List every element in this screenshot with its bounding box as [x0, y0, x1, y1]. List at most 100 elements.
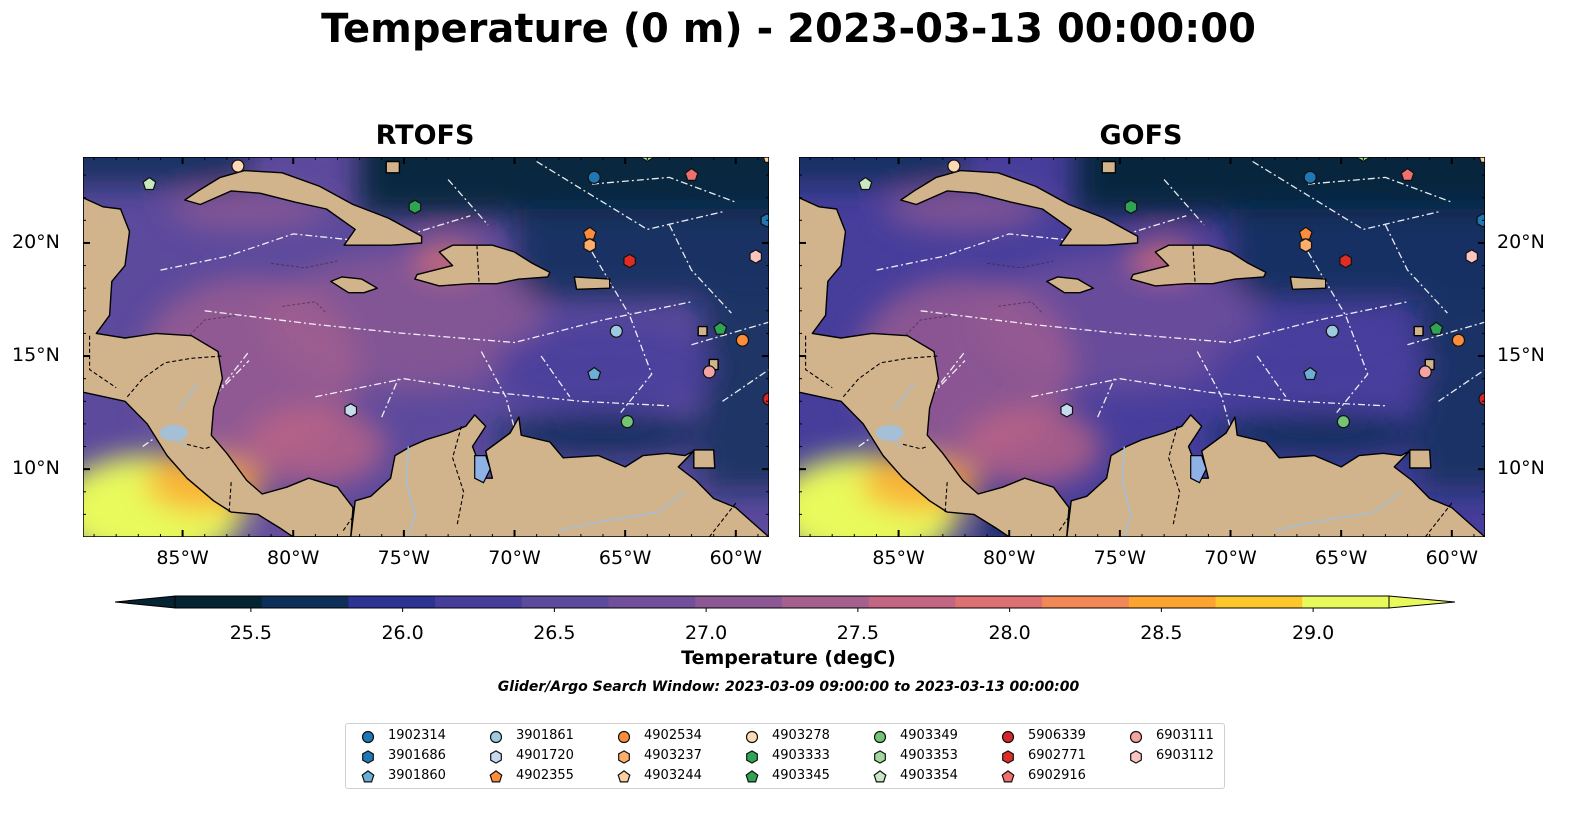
float-marker-4901720	[344, 403, 358, 418]
panel-title-rtofs: RTOFS	[375, 120, 475, 151]
float-marker-4902534	[735, 333, 750, 347]
colorbar-bin	[1042, 596, 1130, 608]
legend-marker-4902355	[489, 770, 503, 783]
float-marker-6902916	[1400, 167, 1415, 181]
float-marker-1902314	[587, 170, 601, 184]
float-marker-6903111	[1418, 365, 1432, 379]
float-marker-4903349	[620, 415, 634, 429]
colorbar-bin	[1128, 596, 1217, 608]
legend-marker-5906339	[1001, 730, 1015, 744]
lon-tick-label: 75°W	[1093, 547, 1147, 569]
colorbar-bin	[608, 596, 696, 608]
float-marker-5906339	[762, 392, 769, 406]
float-marker-4903333	[1124, 199, 1138, 215]
legend-label: 6903112	[1156, 748, 1214, 763]
colorbar-bin	[261, 596, 349, 608]
float-marker-4903345	[713, 321, 728, 335]
legend-marker-4903237	[618, 750, 630, 764]
legend-label: 4903349	[900, 728, 958, 743]
float-marker-4903354	[142, 176, 157, 191]
lat-tick-label: 20°N	[12, 230, 60, 253]
legend-marker-4903345	[745, 770, 759, 783]
colorbar-bin	[348, 596, 436, 608]
legend-marker-4901720	[490, 750, 502, 764]
legend-marker-6903111	[1129, 730, 1143, 744]
colorbar-bin	[1215, 596, 1303, 608]
float-marker-3901860	[587, 366, 602, 381]
lon-tick-label: 85°W	[156, 547, 209, 569]
lat-tick-label: 15°N	[1497, 344, 1545, 367]
float-marker-5906339	[1478, 392, 1485, 406]
colorbar-label: Temperature (degC)	[681, 647, 896, 669]
colorbar-tick-label: 26.5	[533, 622, 575, 644]
legend-label: 3901861	[516, 728, 574, 743]
float-legend: 1902314 3901686 3901860 3901861 4901720 49023…	[345, 723, 1225, 789]
legend-label: 4903244	[644, 768, 702, 783]
legend-label: 5906339	[1028, 728, 1086, 743]
float-marker-4902534	[1451, 333, 1466, 347]
legend-marker-4903354	[873, 770, 887, 783]
colorbar-bin	[955, 596, 1043, 608]
float-marker-4903278	[947, 159, 961, 173]
legend-label: 4903333	[772, 748, 830, 763]
colorbar-tick-label: 28.0	[988, 622, 1030, 644]
colorbar-tick-label: 27.0	[685, 622, 727, 644]
legend-marker-1902314	[361, 730, 375, 744]
legend-marker-4903278	[745, 730, 759, 744]
legend-marker-4903333	[746, 750, 758, 764]
map-panel-rtofs	[83, 157, 769, 537]
colorbar-bin	[1302, 596, 1390, 608]
panel-title-gofs: GOFS	[1099, 120, 1183, 151]
lon-tick-label: 60°W	[1425, 547, 1479, 569]
legend-label: 4903278	[772, 728, 830, 743]
colorbar-extend-high	[1388, 595, 1455, 609]
colorbar-tick-label: 25.5	[230, 622, 272, 644]
colorbar-bin	[521, 596, 610, 608]
search-window-note: Glider/Argo Search Window: 2023-03-09 09…	[497, 679, 1080, 695]
colorbar-bin	[175, 596, 263, 608]
colorbar-bin	[695, 596, 783, 608]
legend-label: 4902355	[516, 768, 574, 783]
float-marker-6902771	[623, 253, 636, 269]
float-marker-4901720	[1060, 403, 1074, 418]
colorbar-bin	[782, 596, 870, 608]
legend-label: 3901686	[388, 748, 446, 763]
lat-tick-label: 10°N	[1497, 457, 1545, 480]
legend-label: 4903354	[900, 768, 958, 783]
legend-marker-6902916	[1001, 770, 1015, 783]
colorbar-tick-label: 28.5	[1140, 622, 1182, 644]
lat-tick-label: 10°N	[12, 457, 60, 480]
float-marker-6903112	[1465, 249, 1478, 264]
float-marker-6903111	[702, 365, 716, 379]
float-marker-4903244	[762, 157, 769, 163]
lon-tick-label: 65°W	[598, 547, 652, 569]
legend-label: 1902314	[388, 728, 446, 743]
lon-tick-label: 80°W	[266, 547, 320, 569]
colorbar-tick-label: 29.0	[1292, 622, 1334, 644]
float-marker-4903349	[1336, 415, 1350, 429]
float-marker-4903354	[858, 176, 873, 191]
float-marker-3901686	[760, 213, 769, 228]
legend-marker-4903353	[874, 750, 886, 764]
legend-marker-6903112	[1130, 750, 1142, 764]
float-marker-4903345	[1429, 321, 1444, 335]
legend-label: 6902916	[1028, 768, 1086, 783]
lon-tick-label: 80°W	[982, 547, 1036, 569]
float-marker-6903112	[749, 249, 762, 264]
legend-label: 6903111	[1156, 728, 1214, 743]
legend-label: 3901860	[388, 768, 446, 783]
float-marker-4903278	[231, 159, 245, 173]
colorbar-bin	[435, 596, 523, 608]
float-marker-3901686	[1476, 213, 1485, 228]
float-marker-6902916	[684, 167, 699, 181]
legend-marker-4902534	[617, 730, 631, 744]
legend-marker-3901686	[362, 750, 374, 764]
legend-marker-4903349	[873, 730, 887, 744]
legend-label: 4903353	[900, 748, 958, 763]
float-marker-3901860	[1303, 366, 1318, 381]
float-marker-4903244	[1478, 157, 1485, 163]
float-marker-3901861	[1325, 324, 1339, 338]
legend-label: 4903237	[644, 748, 702, 763]
float-marker-1902314	[1303, 170, 1317, 184]
legend-marker-3901861	[489, 730, 503, 744]
